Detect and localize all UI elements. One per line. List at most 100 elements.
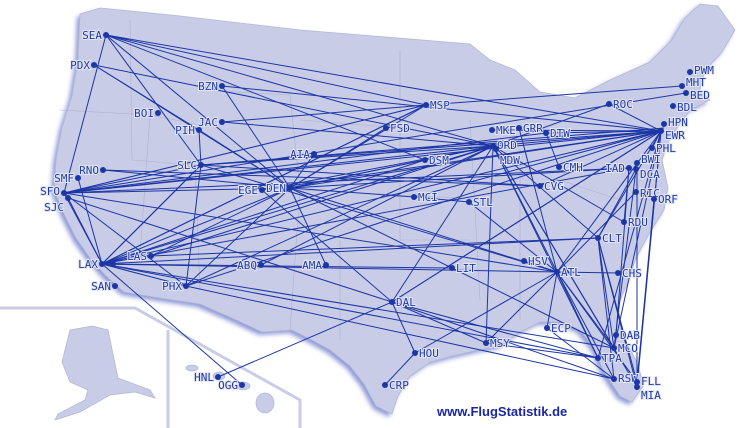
- route-dal-msy: [391, 301, 487, 344]
- airport-rno[interactable]: RNO: [78, 163, 106, 178]
- route-hou-atl: [414, 271, 558, 354]
- airport-phx[interactable]: PHX: [161, 279, 189, 294]
- airport-bzn[interactable]: BZN: [197, 79, 225, 94]
- airport-hnl[interactable]: HNL: [193, 370, 221, 385]
- airport-mdw[interactable]: MDW: [493, 146, 521, 168]
- airport-ecp[interactable]: ECP: [544, 321, 572, 336]
- route-cvg-ewr: [539, 130, 662, 187]
- route-ord-ewr: [492, 130, 662, 147]
- state-border: [129, 19, 133, 161]
- airport-mci[interactable]: MCI: [411, 190, 439, 205]
- airport-dot: [75, 175, 81, 181]
- airport-dot: [679, 83, 685, 89]
- airport-label: MDW: [500, 154, 520, 167]
- airport-hou[interactable]: HOU: [412, 346, 440, 361]
- airport-dot: [537, 183, 543, 189]
- airport-dot: [658, 128, 664, 134]
- airport-aia[interactable]: AIA: [289, 147, 317, 162]
- airport-slc[interactable]: SLC: [176, 158, 204, 173]
- route-rno-cvg: [102, 169, 541, 187]
- airport-san[interactable]: SAN: [90, 279, 118, 294]
- route-ewr-atl: [556, 130, 662, 273]
- airport-ewr[interactable]: EWR: [658, 128, 686, 143]
- airport-mco[interactable]: MCO: [611, 341, 639, 356]
- airport-pih[interactable]: PIH: [174, 123, 202, 138]
- airport-tpa[interactable]: TPA: [595, 351, 623, 366]
- airport-label: ABQ: [237, 259, 257, 272]
- airport-label: MSP: [430, 99, 450, 112]
- airport-lax[interactable]: LAX: [77, 257, 105, 272]
- route-sea-ord: [105, 34, 494, 147]
- airport-stl[interactable]: STL: [466, 195, 494, 210]
- airport-orf[interactable]: ORF: [651, 192, 679, 207]
- airport-label: ORF: [658, 193, 678, 206]
- airport-fll[interactable]: FLL: [634, 374, 662, 389]
- airport-crp[interactable]: CRP: [382, 378, 410, 393]
- airport-label: DCA: [640, 168, 660, 181]
- airport-den[interactable]: DEN: [265, 181, 293, 196]
- airport-dtw[interactable]: DTW: [543, 126, 571, 141]
- route-sea-slc: [105, 34, 202, 166]
- airport-clt[interactable]: CLT: [595, 231, 623, 246]
- airport-rdu[interactable]: RDU: [621, 215, 649, 230]
- state-border: [559, 179, 621, 201]
- airport-smf[interactable]: SMF: [53, 171, 81, 186]
- airport-iad[interactable]: IAD: [604, 161, 632, 176]
- airport-label: PDX: [70, 59, 90, 72]
- airport-fsd[interactable]: FSD: [383, 121, 411, 136]
- route-sfo-phx: [63, 192, 187, 287]
- airport-mht[interactable]: MHT: [679, 75, 707, 90]
- route-dca-mco: [613, 168, 637, 349]
- route-rno-den: [102, 169, 291, 189]
- airport-dot: [556, 164, 562, 170]
- hawaii-island: [185, 364, 199, 372]
- route-smf-lax: [77, 177, 103, 265]
- airport-msy[interactable]: MSY: [483, 336, 511, 351]
- airport-cvg[interactable]: CVG: [537, 179, 565, 194]
- airport-ogg[interactable]: OGG: [217, 378, 245, 393]
- airport-pwm[interactable]: PWM: [687, 63, 715, 78]
- airport-atl[interactable]: ATL: [554, 265, 582, 280]
- airport-lit[interactable]: LIT: [449, 261, 477, 276]
- airport-dot: [196, 127, 202, 133]
- airport-pdx[interactable]: PDX: [69, 58, 97, 73]
- route-sea-ewr: [105, 34, 662, 132]
- airport-roc[interactable]: ROC: [606, 97, 634, 112]
- airport-cmh[interactable]: CMH: [556, 160, 584, 175]
- airport-mia[interactable]: MIA: [634, 384, 662, 403]
- airport-dab[interactable]: DAB: [613, 328, 641, 343]
- airport-chs[interactable]: CHS: [615, 266, 643, 281]
- airport-rsw[interactable]: RSW: [611, 371, 639, 386]
- route-abq-ord: [260, 145, 494, 266]
- route-ewr-tpa: [597, 130, 662, 359]
- airport-sfo[interactable]: SFO: [39, 184, 67, 199]
- airport-bwi[interactable]: BWI: [634, 152, 662, 167]
- airport-sea[interactable]: SEA: [81, 28, 109, 43]
- airport-dal[interactable]: DAL: [389, 295, 417, 310]
- airport-grr[interactable]: GRR: [516, 121, 544, 136]
- airport-las[interactable]: LAS: [126, 249, 154, 264]
- airport-msp[interactable]: MSP: [423, 98, 451, 113]
- airport-ama[interactable]: AMA: [301, 258, 329, 273]
- airport-hsv[interactable]: HSV: [521, 254, 549, 269]
- route-lax-tpa: [101, 263, 599, 359]
- airport-sjc[interactable]: SJC: [43, 195, 71, 215]
- airport-bdl[interactable]: BDL: [670, 100, 698, 115]
- airport-dsm[interactable]: DSM: [422, 153, 450, 168]
- airport-hpn[interactable]: HPN: [661, 115, 689, 130]
- route-pdx-ord: [93, 64, 494, 147]
- airport-label: IAD: [605, 162, 625, 175]
- airport-boi[interactable]: BOI: [133, 106, 161, 121]
- route-den-dsm: [289, 159, 426, 189]
- airport-label: DEN: [266, 182, 286, 195]
- airport-phl[interactable]: PHL: [649, 141, 677, 156]
- airport-label: ATL: [561, 266, 581, 279]
- airport-abq[interactable]: ABQ: [236, 258, 264, 273]
- airport-jac[interactable]: JAC: [197, 115, 225, 130]
- airport-dot: [613, 332, 619, 338]
- airport-mke[interactable]: MKE: [489, 123, 517, 138]
- airport-ege[interactable]: EGE: [237, 183, 265, 198]
- airport-dca[interactable]: DCA: [633, 166, 661, 182]
- airport-ord[interactable]: ORD: [490, 138, 518, 153]
- airport-bed[interactable]: BED: [683, 88, 711, 103]
